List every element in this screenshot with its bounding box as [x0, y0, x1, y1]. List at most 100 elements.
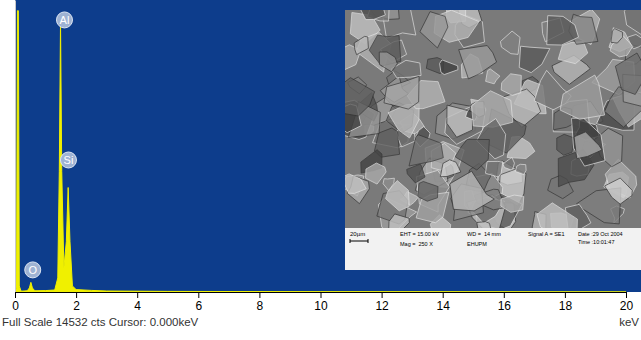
x-tick-label: 8 [257, 299, 264, 313]
y-axis [15, 1, 16, 293]
x-tick-mark [321, 292, 322, 298]
x-tick-label: 18 [559, 299, 573, 313]
sem-grain [571, 118, 605, 166]
sem-grain [354, 36, 368, 54]
scale-bar-label: 20µm [350, 231, 365, 237]
sem-grain [459, 46, 497, 79]
sem-info-text: Date :29 Oct 2004 [578, 231, 623, 237]
x-tick-label: 10 [314, 299, 328, 313]
x-tick: 20 [620, 292, 634, 313]
x-tick-mark [443, 292, 444, 298]
x-tick: 12 [375, 292, 389, 313]
x-tick: 6 [195, 292, 202, 313]
sem-grain [486, 69, 500, 84]
peak-label: Al [60, 14, 70, 26]
x-tick-mark [626, 292, 627, 298]
x-tick-mark [259, 292, 260, 298]
sem-grain [359, 10, 385, 20]
x-tick-label: 4 [134, 299, 141, 313]
sem-grain [450, 171, 495, 211]
x-tick: 18 [559, 292, 573, 313]
x-tick: 16 [498, 292, 512, 313]
sem-grain [440, 60, 458, 75]
sem-grain [418, 182, 438, 202]
peak-label-badge [60, 152, 76, 168]
sem-grain [389, 214, 410, 228]
peak-labels: AlSiO [25, 12, 77, 278]
x-tick-mark [382, 292, 383, 298]
sem-grain [379, 52, 397, 72]
sem-grain [547, 16, 579, 45]
sem-info-bar [345, 228, 641, 270]
sem-grain [383, 178, 394, 190]
chart-svg: 20µm EHT = 15.00 kV Mag = 250 X WD = 14 mm E… [0, 0, 641, 340]
sem-grain [440, 160, 461, 177]
sem-info-text: Time :10:01:47 [578, 239, 614, 245]
x-axis: 0 2 4 6 8 10 12 14 16 18 20 [12, 292, 633, 313]
sem-grain [500, 31, 520, 54]
y-axis-line [15, 1, 16, 293]
x-tick-label: 6 [195, 299, 202, 313]
sem-grain [605, 178, 633, 204]
x-tick-mark [198, 292, 199, 298]
sem-grain [503, 157, 515, 170]
footer: Full Scale 14532 cts Cursor: 0.000keV [2, 316, 199, 328]
marks [15, 11, 626, 292]
x-tick-label: 20 [620, 299, 634, 313]
sem-info-text: EHUPM [467, 241, 487, 247]
x-tick-label: 12 [375, 299, 389, 313]
x-axis-title: keV [619, 316, 639, 328]
sem-grain [624, 10, 641, 35]
x-tick-label: 0 [12, 299, 19, 313]
sem-grain [455, 139, 489, 170]
sem-grain [345, 174, 366, 193]
peak-label-badge [25, 262, 41, 278]
spectrum [15, 11, 626, 292]
sem-texture [345, 10, 641, 228]
x-tick-label: 2 [73, 299, 80, 313]
chart-container: 20µm EHT = 15.00 kV Mag = 250 X WD = 14 mm E… [0, 0, 641, 340]
x-tick-mark [565, 292, 566, 298]
sem-grain [485, 161, 502, 177]
sem-grain [615, 53, 641, 94]
sem-info-text: WD = 14 mm [467, 231, 501, 237]
sem-grain [388, 104, 419, 138]
x-tick: 10 [314, 292, 328, 313]
sem-info-text: Mag = 250 X [400, 241, 433, 247]
x-tick-label: 14 [437, 299, 451, 313]
x-tick-mark [504, 292, 505, 298]
sem-grain [345, 78, 375, 116]
plot-background [15, 0, 641, 292]
peak-label-badge [56, 12, 72, 28]
sem-grain [560, 75, 604, 119]
sem-grain [407, 164, 425, 183]
sem-grain [477, 222, 491, 228]
peak-label: Si [64, 154, 74, 166]
sem-image-background [345, 10, 641, 228]
sem-grain [501, 195, 524, 212]
scale-bar [350, 239, 368, 243]
sem-info-text: Signal A = SE1 [528, 231, 565, 237]
x-tick-mark [76, 292, 77, 298]
sem-grain [537, 203, 577, 228]
sem-grain [557, 134, 575, 155]
sem-grain [515, 164, 526, 174]
x-tick: 4 [134, 292, 141, 313]
x-tick: 0 [12, 292, 19, 313]
sem-image: 20µm EHT = 15.00 kV Mag = 250 X WD = 14 mm E… [328, 0, 641, 270]
sem-grain [420, 12, 448, 48]
x-tick-label: 16 [498, 299, 512, 313]
sem-grain [519, 46, 550, 72]
x-tick-mark [137, 292, 138, 298]
sem-grain [384, 76, 419, 109]
sem-grain [611, 29, 623, 44]
x-tick: 2 [73, 292, 80, 313]
sem-info-text: EHT = 15.00 kV [400, 231, 439, 237]
sem-grain [366, 163, 387, 184]
x-tick: 14 [437, 292, 451, 313]
sem-grain [409, 135, 443, 166]
sem-grain [574, 132, 602, 159]
x-tick: 8 [257, 292, 264, 313]
x-tick-mark [15, 292, 16, 298]
sem-grain [501, 74, 521, 96]
